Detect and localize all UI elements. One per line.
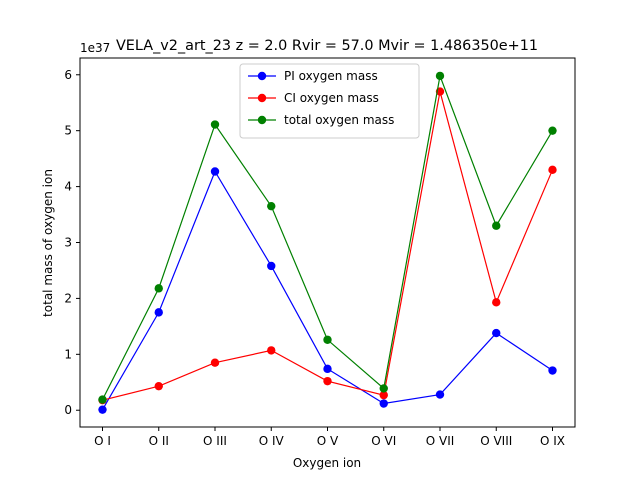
data-point <box>267 346 276 355</box>
data-point <box>154 308 163 317</box>
legend-label: total oxygen mass <box>284 113 394 127</box>
data-point <box>98 395 107 404</box>
data-point <box>379 399 388 408</box>
x-tick-label: O VI <box>371 434 396 448</box>
y-tick-label: 5 <box>64 124 72 138</box>
y-tick-label: 3 <box>64 236 72 250</box>
chart-title: VELA_v2_art_23 z = 2.0 Rvir = 57.0 Mvir … <box>116 38 538 54</box>
legend-label: PI oxygen mass <box>284 69 378 83</box>
y-tick-label: 6 <box>64 68 72 82</box>
legend-entry: PI oxygen mass <box>248 69 378 83</box>
data-point <box>435 390 445 399</box>
x-tick-label: O V <box>317 434 339 448</box>
data-point <box>548 366 557 375</box>
data-point <box>154 284 163 293</box>
x-axis-label: Oxygen ion <box>293 456 361 470</box>
y-axis-label: total mass of oxygen ion <box>41 169 55 317</box>
legend-entry: CI oxygen mass <box>248 91 379 105</box>
data-point <box>210 358 220 367</box>
legend-box <box>239 63 420 139</box>
x-tick-label: O II <box>149 434 169 448</box>
data-point <box>492 298 501 307</box>
data-point <box>323 364 332 374</box>
data-point <box>548 165 557 175</box>
axes-layer: O I O II O III O IV O V O VI O VII O VIII O IX 0 1… <box>64 57 576 448</box>
legend-marker <box>257 93 267 103</box>
y-tick-label: 1 <box>64 347 72 361</box>
legend-label: CI oxygen mass <box>284 91 379 105</box>
data-point <box>267 201 276 211</box>
series-layer <box>98 71 557 414</box>
x-tick-label: O VII <box>426 434 455 448</box>
legend-entry: total oxygen mass <box>248 113 394 127</box>
data-point <box>379 384 388 393</box>
data-point <box>210 167 220 176</box>
series-1 <box>98 167 557 414</box>
data-point <box>323 376 332 386</box>
data-point <box>492 221 501 230</box>
legend-marker <box>257 115 267 125</box>
y-offset-label: 1e37 <box>80 41 110 55</box>
data-point <box>548 126 557 135</box>
data-point <box>154 381 163 391</box>
x-tick-label: O VIII <box>480 434 512 448</box>
data-point <box>98 405 107 414</box>
data-point <box>267 261 276 271</box>
data-point <box>323 335 332 344</box>
legend: PI oxygen mass CI oxygen mass total oxygen… <box>239 63 420 139</box>
x-tick-label: O IX <box>540 434 565 448</box>
data-point <box>492 328 501 338</box>
x-tick-label: O I <box>94 434 111 448</box>
y-tick-label: 4 <box>64 180 72 194</box>
y-tick-label: 2 <box>64 291 72 305</box>
x-tick-label: O III <box>203 434 227 448</box>
y-tick-label: 0 <box>64 403 72 417</box>
series-3 <box>98 71 557 404</box>
x-tick-label: O IV <box>259 434 285 448</box>
legend-marker <box>257 71 267 81</box>
data-point <box>435 71 445 81</box>
data-point <box>210 120 220 129</box>
data-point <box>379 390 388 400</box>
